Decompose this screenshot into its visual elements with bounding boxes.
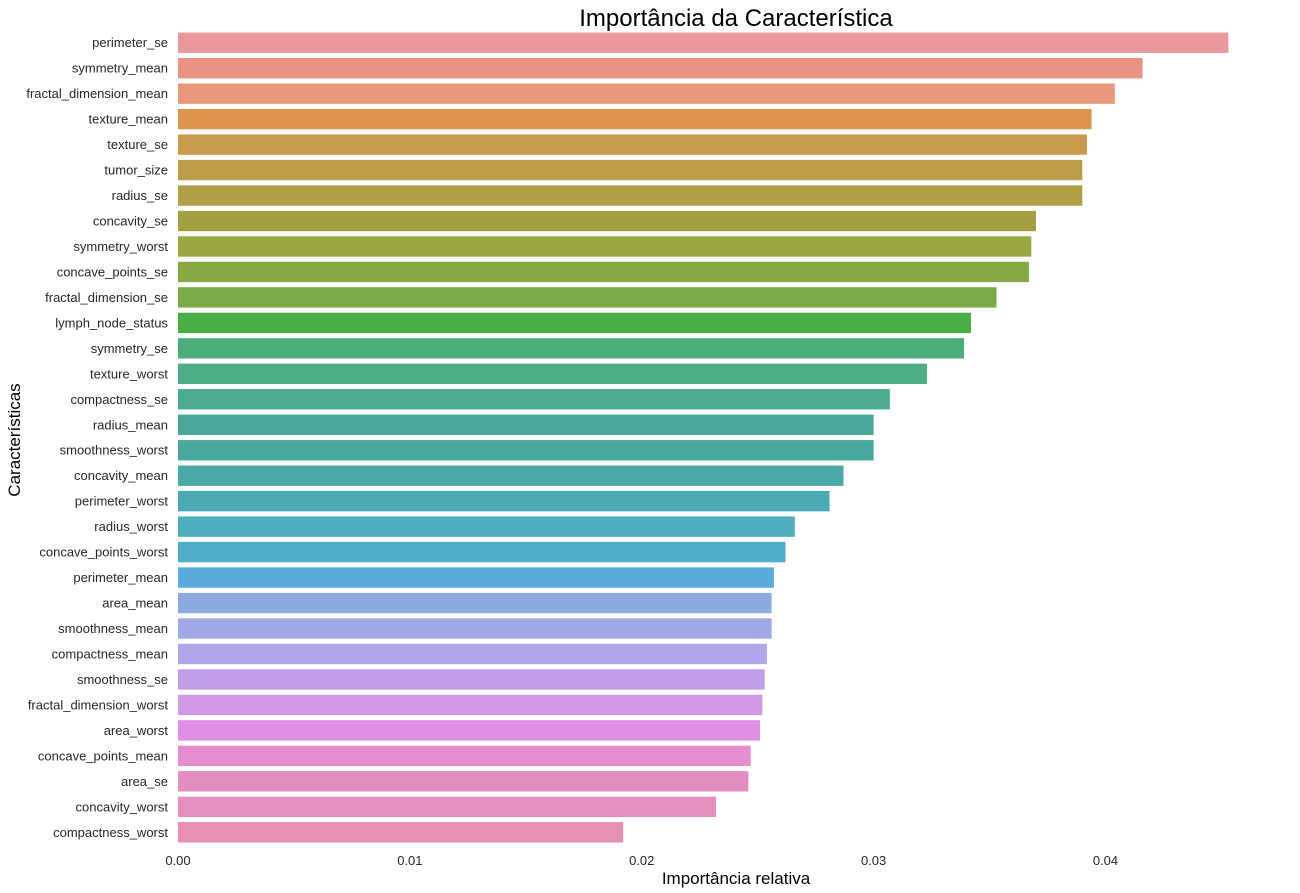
y-tick-label: concavity_mean: [74, 468, 168, 483]
y-tick-label: perimeter_worst: [75, 494, 169, 509]
y-tick-label: texture_worst: [90, 366, 168, 381]
bar-smoothness-mean: [178, 618, 772, 639]
y-tick-label: perimeter_mean: [73, 570, 168, 585]
y-tick-label: area_se: [121, 774, 168, 789]
y-tick-label: fractal_dimension_worst: [28, 697, 169, 712]
y-tick-label: fractal_dimension_mean: [26, 86, 168, 101]
bar-lymph-node-status: [178, 312, 972, 334]
bar-symmetry-mean: [178, 58, 1143, 79]
y-tick-label: concave_points_mean: [38, 748, 168, 763]
bar-area-worst: [178, 720, 761, 741]
bar-area-se: [178, 771, 749, 792]
y-tick-label: area_worst: [104, 723, 169, 738]
bar-texture-mean: [178, 108, 1092, 130]
bars-group: [178, 32, 1229, 843]
x-axis-label: Importância relativa: [662, 869, 811, 888]
bar-smoothness-se: [178, 669, 765, 690]
y-tick-label: lymph_node_status: [55, 315, 168, 330]
bar-concavity-se: [178, 210, 1036, 232]
bar-fractal-dimension-worst: [178, 694, 763, 716]
bar-fractal-dimension-mean: [178, 83, 1115, 104]
bar-compactness-mean: [178, 643, 767, 665]
y-tick-label: symmetry_se: [91, 341, 168, 356]
bar-concavity-mean: [178, 465, 844, 486]
y-tick-label: smoothness_mean: [58, 621, 168, 636]
y-tick-label: perimeter_se: [92, 35, 168, 50]
y-tick-label: fractal_dimension_se: [45, 290, 168, 305]
x-tick-label: 0.02: [629, 853, 654, 868]
y-tick-labels: perimeter_se symmetry_mean fractal_dimensi…: [26, 35, 168, 840]
y-tick-label: smoothness_worst: [60, 443, 169, 458]
bar-concavity-worst: [178, 796, 716, 817]
bar-perimeter-mean: [178, 567, 774, 588]
y-tick-label: area_mean: [102, 596, 168, 611]
y-tick-label: compactness_mean: [52, 646, 168, 661]
chart-title: Importância da Característica: [579, 5, 893, 32]
bar-smoothness-worst: [178, 440, 874, 461]
x-tick-label: 0.03: [861, 853, 886, 868]
y-tick-label: radius_worst: [94, 519, 168, 534]
bar-tumor-size: [178, 159, 1083, 181]
bar-compactness-worst: [178, 822, 624, 843]
x-tick-labels: 0.00 0.01 0.02 0.03 0.04: [165, 853, 1118, 868]
bar-area-mean: [178, 592, 772, 614]
bar-concave-points-se: [178, 261, 1029, 283]
x-tick-label: 0.01: [397, 853, 422, 868]
bar-perimeter-se: [178, 32, 1229, 53]
bar-concave-points-mean: [178, 745, 751, 767]
bar-texture-worst: [178, 363, 927, 385]
bar-symmetry-worst: [178, 236, 1032, 257]
y-tick-label: concavity_worst: [76, 799, 169, 814]
y-tick-label: radius_mean: [93, 417, 168, 432]
bar-concave-points-worst: [178, 541, 786, 563]
y-tick-label: concave_points_se: [57, 264, 168, 279]
bar-symmetry-se: [178, 338, 965, 359]
y-tick-label: texture_se: [107, 137, 168, 152]
bar-radius-mean: [178, 414, 874, 435]
y-tick-label: concavity_se: [93, 214, 168, 229]
y-tick-label: symmetry_mean: [72, 61, 168, 76]
y-tick-label: concave_points_worst: [39, 545, 168, 560]
y-tick-label: compactness_se: [70, 392, 168, 407]
y-tick-label: radius_se: [112, 188, 168, 203]
bar-fractal-dimension-se: [178, 287, 997, 308]
bar-perimeter-worst: [178, 490, 830, 512]
y-tick-label: symmetry_worst: [73, 239, 168, 254]
bar-compactness-se: [178, 389, 890, 410]
bar-radius-worst: [178, 516, 795, 537]
bar-texture-se: [178, 134, 1087, 155]
y-axis-label: Características: [5, 383, 24, 496]
x-tick-label: 0.04: [1093, 853, 1118, 868]
bar-radius-se: [178, 185, 1083, 206]
x-tick-label: 0.00: [165, 853, 190, 868]
y-tick-label: compactness_worst: [53, 825, 168, 840]
y-tick-label: smoothness_se: [77, 672, 168, 687]
y-tick-label: texture_mean: [89, 112, 169, 127]
y-tick-label: tumor_size: [104, 163, 168, 178]
